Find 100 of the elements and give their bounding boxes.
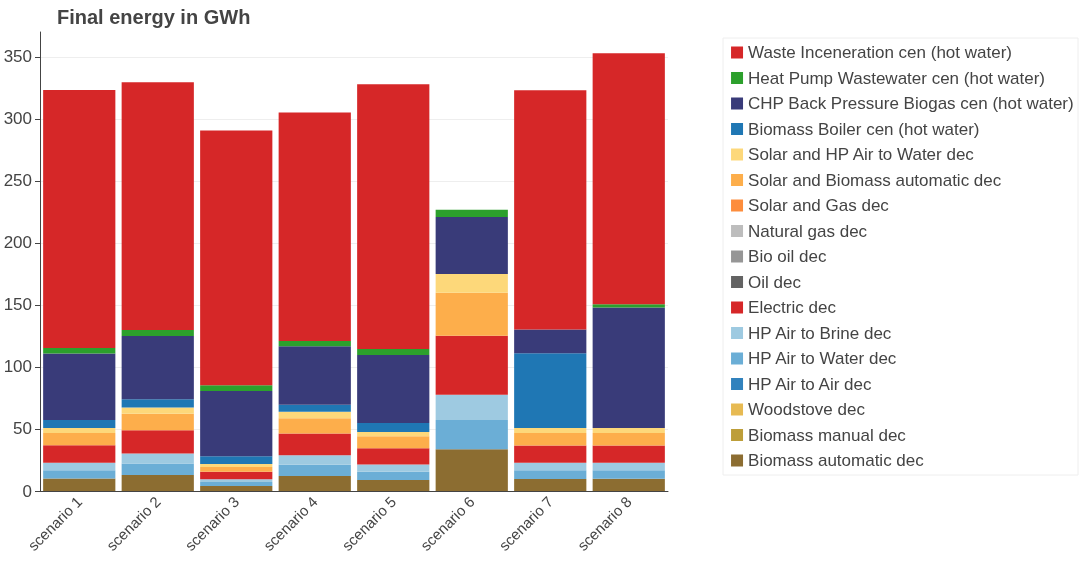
bar [121, 399, 194, 408]
y-tick-label: 0 [22, 481, 32, 501]
bar [357, 423, 430, 432]
bar [200, 482, 273, 487]
bar [278, 433, 351, 456]
bar [43, 347, 116, 354]
legend-label: Bio oil dec [748, 247, 827, 266]
bar [357, 436, 430, 449]
bar [200, 130, 273, 386]
bar [435, 394, 508, 421]
legend-label: Solar and HP Air to Water dec [748, 145, 975, 164]
legend-label: Woodstove dec [748, 400, 866, 419]
legend-label: Electric dec [748, 298, 837, 317]
bar [435, 449, 508, 491]
y-tick-label: 150 [3, 295, 32, 315]
bar [278, 464, 351, 477]
bar [278, 455, 351, 465]
legend-label: Waste Inceneration cen (hot water) [748, 43, 1012, 62]
legend-label: HP Air to Air dec [748, 374, 872, 394]
bar [435, 274, 508, 293]
legend-label: Oil dec [748, 272, 802, 292]
bar [43, 419, 116, 428]
bar [43, 89, 116, 348]
bar [200, 385, 273, 391]
bar [278, 411, 351, 419]
bar [121, 82, 194, 331]
bar [357, 349, 430, 356]
bar [592, 445, 665, 463]
legend-label: Biomass manual dec [748, 425, 907, 445]
bar [514, 353, 587, 428]
bar [278, 341, 351, 347]
bar [592, 427, 665, 433]
bar [200, 390, 273, 457]
bar [592, 462, 665, 471]
bar [514, 432, 587, 446]
bar [200, 479, 273, 483]
bar [357, 480, 430, 491]
bar [121, 407, 194, 414]
y-tick-label: 250 [3, 171, 32, 191]
legend-label: HP Air to Water dec [748, 349, 897, 368]
y-tick-label: 350 [3, 47, 32, 67]
bar [435, 209, 508, 217]
bar [43, 470, 116, 479]
bar [278, 404, 351, 412]
legend-label: Natural gas dec [748, 221, 868, 241]
bar [592, 304, 665, 308]
bar [514, 427, 587, 433]
bar [200, 456, 273, 465]
bar [435, 420, 508, 450]
bar [514, 462, 587, 471]
bar [278, 346, 351, 405]
bar [43, 445, 116, 463]
bar [592, 53, 665, 305]
bar [43, 353, 116, 420]
bar [43, 478, 116, 491]
bar [514, 329, 587, 354]
bar [357, 84, 430, 350]
bar [435, 292, 508, 336]
bar [200, 467, 273, 472]
bar [592, 478, 665, 491]
y-tick-label: 300 [3, 109, 32, 129]
legend-label: Biomass Boiler cen (hot water) [748, 119, 980, 139]
bar [357, 431, 430, 437]
bar [278, 476, 351, 491]
y-tick-label: 200 [3, 233, 32, 253]
bar [200, 486, 273, 491]
y-tick-label: 100 [3, 357, 32, 377]
chart-title: Final energy in GWh [57, 6, 251, 28]
bar [357, 355, 430, 424]
bar [43, 427, 116, 433]
legend-label: Heat Pump Wastewater cen (hot water) [748, 68, 1046, 88]
bar [121, 413, 194, 431]
bar [121, 330, 194, 336]
bar [121, 463, 194, 476]
bar [121, 430, 194, 454]
legend-label: Solar and Biomass automatic dec [748, 170, 1002, 190]
bar [200, 471, 273, 480]
bar [592, 432, 665, 446]
bar [592, 470, 665, 479]
bar [435, 216, 508, 275]
bar [357, 471, 430, 481]
bar [357, 448, 430, 465]
bar [278, 418, 351, 434]
bar [278, 112, 351, 342]
bar [514, 90, 587, 330]
bar [43, 432, 116, 446]
bar [200, 464, 273, 468]
bar [43, 462, 116, 471]
legend-label: HP Air to Brine dec [748, 323, 892, 343]
bar [121, 453, 194, 464]
legend-label: Solar and Gas dec [748, 196, 890, 215]
legend-label: Biomass automatic dec [748, 451, 925, 470]
bar [435, 335, 508, 395]
legend-label: CHP Back Pressure Biogas cen (hot water) [748, 94, 1074, 113]
y-tick-label: 50 [13, 419, 32, 439]
bar [357, 464, 430, 472]
bar [514, 445, 587, 463]
bar [121, 335, 194, 400]
bar [514, 479, 587, 491]
bar [514, 470, 587, 480]
